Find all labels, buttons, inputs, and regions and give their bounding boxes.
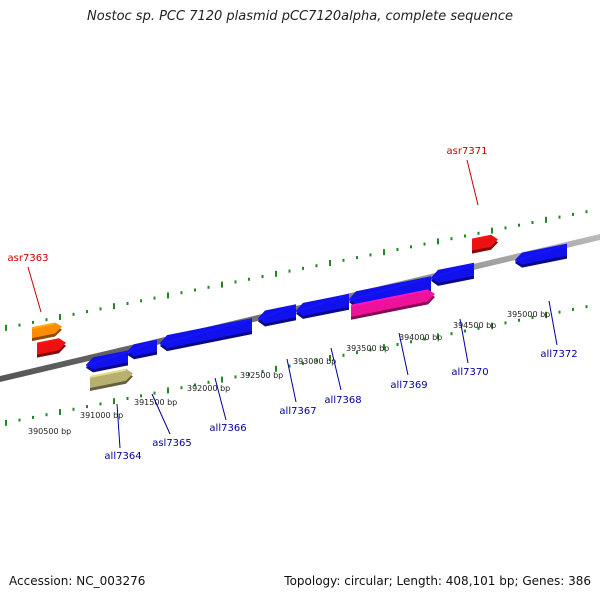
bp-label: 394500 bp [453, 321, 496, 330]
bp-label: 391000 bp [80, 411, 123, 420]
gene-arrow-highlight [472, 234, 491, 241]
bp-label: 392500 bp [240, 371, 283, 380]
gene-arrow-highlight [32, 322, 55, 330]
label-leader-line [214, 377, 227, 421]
label-leader-line [398, 332, 409, 376]
bp-label: 393000 bp [293, 357, 336, 366]
label-leader-line [116, 403, 121, 449]
gene-label-forward[interactable]: asr7371 [447, 146, 488, 157]
topology-stats: Topology: circular; Length: 408,101 bp; … [284, 574, 591, 588]
accession-text: Accession: NC_003276 [9, 574, 146, 588]
label-leader-line [151, 393, 171, 435]
label-leader-line [459, 318, 469, 364]
gene-arrow-highlight [258, 304, 296, 321]
gene-label-reverse[interactable]: all7370 [451, 367, 488, 378]
label-leader-line [330, 347, 342, 391]
gene-label-leaders [27, 159, 558, 449]
gene-label-reverse[interactable]: all7364 [104, 451, 141, 462]
forward-strand-scale [5, 210, 588, 331]
gene-arrow-highlight [160, 318, 252, 345]
gene-arrow-highlight [296, 293, 349, 313]
gene-label-forward[interactable]: asr7363 [8, 253, 49, 264]
gene-arrow-highlight [127, 339, 157, 354]
label-leader-line [286, 358, 297, 403]
gene-labels: asr7363 asr7371 all7364 asl7365 all7366 all73… [8, 146, 578, 462]
bp-label: 390500 bp [28, 427, 71, 436]
bp-label: 394000 bp [399, 333, 442, 342]
genes [32, 234, 567, 391]
gene-arrow-highlight [86, 350, 128, 367]
bp-label: 393500 bp [346, 344, 389, 353]
gene-label-reverse[interactable]: all7372 [540, 349, 577, 360]
gene-label-reverse[interactable]: asl7365 [152, 438, 192, 449]
gene-arrow[interactable] [90, 368, 133, 388]
gene-arrow-highlight [349, 276, 431, 302]
gene-arrow-highlight [351, 289, 428, 307]
gene-arrow[interactable] [351, 289, 435, 317]
map-title: Nostoc sp. PCC 7120 plasmid pCC7120alpha… [87, 9, 513, 24]
gene-arrow-highlight [90, 368, 126, 378]
gene-label-reverse[interactable]: all7367 [279, 406, 316, 417]
gene-label-reverse[interactable]: all7369 [390, 380, 427, 391]
label-leader-line [466, 159, 479, 206]
label-leader-line [548, 300, 558, 346]
gene-label-reverse[interactable]: all7368 [324, 395, 361, 406]
gene-arrow-highlight [37, 338, 59, 345]
gene-arrow-highlight [431, 262, 474, 280]
bp-label: 395000 bp [507, 310, 550, 319]
reverse-strand-scale [5, 305, 588, 426]
gene-label-reverse[interactable]: all7366 [209, 423, 246, 434]
gene-arrow-highlight [515, 243, 567, 262]
label-leader-line [27, 266, 42, 313]
bp-label: 392000 bp [187, 384, 230, 393]
